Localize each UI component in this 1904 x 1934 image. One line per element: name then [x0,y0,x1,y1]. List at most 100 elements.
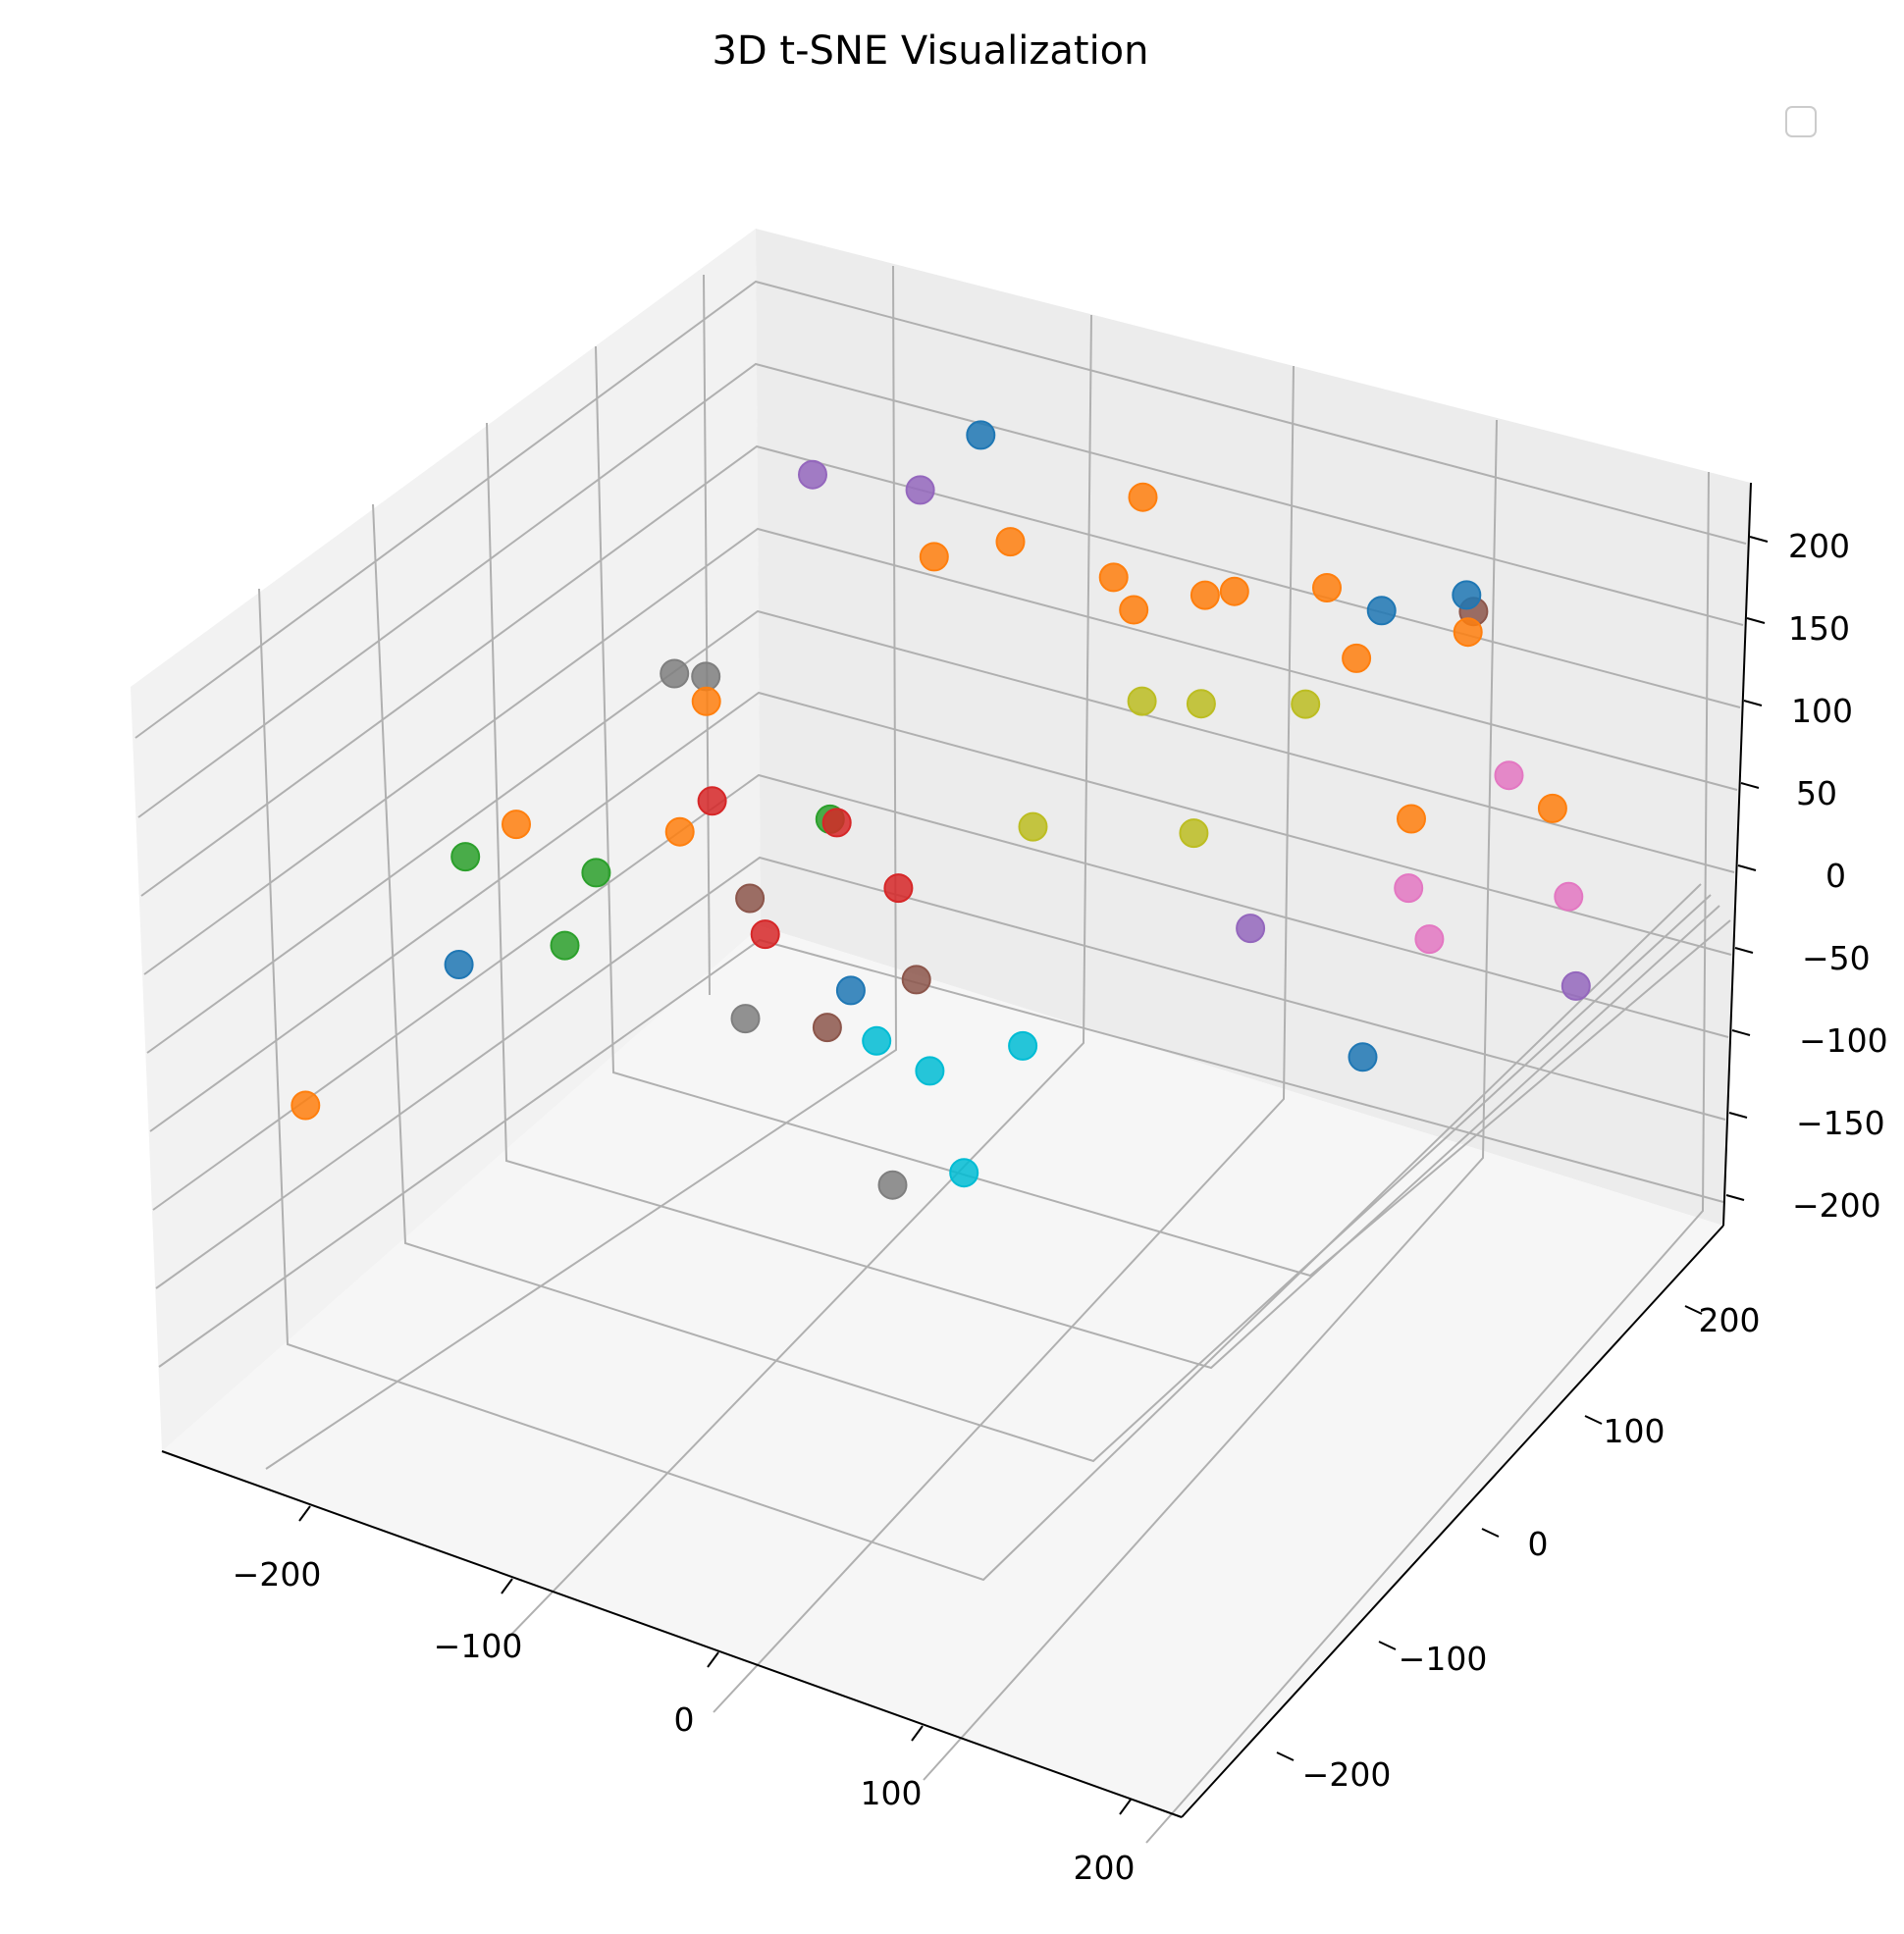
y-ticks: −200 −100 0 100 200 [1276,1301,1761,1794]
scatter-point [812,1013,842,1043]
scatter-point [1312,573,1342,602]
scatter-point [1018,811,1048,842]
scatter-point [660,658,690,689]
y-tick-label: −200 [1302,1755,1392,1794]
y-tick-mark [1276,1751,1295,1761]
z-axis-line [1722,482,1752,1227]
scatter-point [1366,596,1397,626]
z-tick-mark [1743,700,1763,706]
y-grid-2 [503,314,1092,1643]
scatter-point [664,816,695,847]
y-tick-mark [1584,1415,1603,1425]
x-tick-mark [1119,1799,1132,1815]
z-tick-mark [1737,864,1757,871]
z-tick-label: 100 [1791,692,1853,730]
scatter-point [1119,595,1149,625]
y-tick-label: 0 [1528,1525,1549,1563]
z-tick-mark [1731,1029,1751,1036]
x-grid-3 [486,422,1720,1370]
x-tick-mark [707,1651,719,1668]
scatter-point [798,459,827,490]
z-tick-mark [1740,782,1760,789]
gridlines [134,265,1747,1844]
scatter-point [691,661,721,692]
x-grid-5 [703,274,711,996]
x-tick-label: 100 [861,1774,923,1812]
y-tick-label: 200 [1699,1301,1761,1339]
scatter-point [502,810,531,840]
scatter-point [915,1056,945,1086]
scatter-point [1397,804,1426,834]
y-tick-mark [1378,1641,1397,1650]
z-tick-mark [1749,536,1769,543]
scatter-point [905,475,935,505]
z-grid-150 [137,362,1744,818]
y-tick-mark [1684,1305,1703,1315]
floor-pane [162,926,1723,1817]
scatter-point [1537,793,1567,823]
scatter-point [1414,924,1445,955]
x-tick-label: −200 [233,1555,322,1594]
z-tick-mark [1734,947,1754,954]
z-tick-label: −200 [1792,1186,1881,1225]
y-grid-4 [923,419,1498,1781]
z-grid-100 [140,444,1741,897]
scatter-point [1127,686,1157,716]
chart-title: 3D t-SNE Visualization [712,28,1148,74]
scatter-point [821,808,852,838]
scatter-point [291,1090,321,1121]
scatter-point [1494,760,1524,791]
scatter-point [550,930,580,961]
scatter-point [835,975,866,1006]
z-tick-label: 50 [1796,774,1837,812]
left-pane [131,229,761,1451]
x-tick-mark [501,1578,513,1594]
z-ticks: −200 −150 −100 −50 0 50 100 150 200 [1725,527,1888,1225]
z-tick-label: 0 [1825,857,1846,895]
x-tick-label: 0 [674,1700,695,1739]
scatter-point [1219,576,1249,606]
scatter-point [995,527,1026,557]
y-axis-line [1181,1225,1724,1818]
scatter-point [697,786,727,816]
z-tick-label: 150 [1788,609,1850,648]
y-grid-3 [713,365,1295,1713]
scatter-point [730,1004,761,1034]
scatter-point [444,950,474,979]
scatter-point [1453,617,1483,648]
y-tick-mark [1481,1528,1500,1538]
z-tick-label: −50 [1802,939,1871,977]
z-tick-label: 200 [1788,527,1850,565]
x-tick-mark [911,1725,924,1742]
scatter-point [450,842,481,872]
z-grid-200 [134,280,1747,739]
x-grid-2 [372,503,1712,1463]
z-tick-mark [1725,1194,1745,1201]
scatter-point [1348,1042,1378,1072]
z-grid-m50 [149,691,1732,1132]
scatter-point [735,883,766,914]
scatter-point [1179,818,1209,849]
y-tick-label: −100 [1399,1640,1488,1678]
scatter-point [966,420,996,450]
z-tick-mark [1728,1112,1748,1119]
scatter-point [949,1158,979,1188]
z-grid-m100 [152,773,1729,1211]
y-tick-label: 100 [1604,1412,1666,1450]
scatter-point [1236,914,1266,944]
scatter-point [1342,643,1372,673]
z-tick-mark [1746,617,1766,624]
scatter-point [1560,970,1591,1001]
scatter-point [862,1025,892,1056]
scatter-point [1190,580,1220,610]
scatter-point [883,873,914,904]
scatter-points [291,420,1591,1200]
scatter-point [750,919,780,950]
scatter-point [691,686,721,716]
z-grid-m150 [155,856,1726,1289]
legend-box [1785,106,1817,137]
scatter-point [901,965,931,995]
z-tick-label: −100 [1799,1021,1888,1060]
scatter-point [919,542,949,572]
